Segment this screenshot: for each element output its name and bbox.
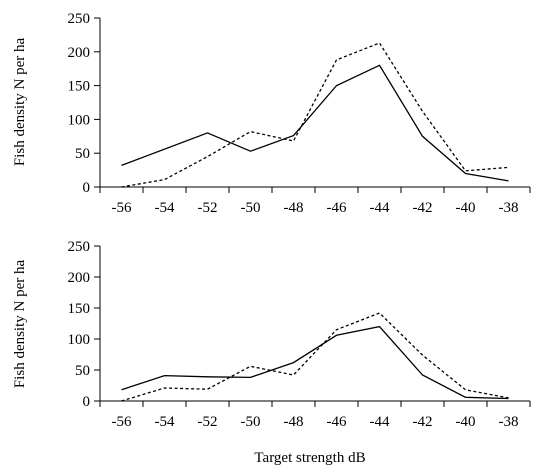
x-tick-label: -46 — [327, 414, 347, 430]
x-tick-label: -42 — [413, 414, 433, 430]
x-tick-label: -56 — [112, 414, 132, 430]
x-tick-label: -50 — [241, 200, 261, 216]
chart-panel-top: 0 50 100 150 200 250 -56 -54 -52 -50 -48 -46 -44 -42 -… — [12, 11, 531, 216]
x-axis-label: Target strength dB — [254, 450, 365, 466]
y-tick-label: 150 — [68, 79, 91, 95]
x-tick-label: -40 — [456, 414, 476, 430]
y-tick-label: 50 — [75, 146, 90, 162]
x-tick-label: -54 — [155, 414, 175, 430]
series-line-dashed — [121, 42, 509, 188]
y-axis-label: Fish density N per ha — [12, 38, 28, 167]
y-tick-label: 250 — [68, 11, 91, 27]
x-tick-label: -52 — [198, 200, 218, 216]
x-tick-label: -48 — [284, 414, 304, 430]
x-tick-label: -56 — [112, 200, 132, 216]
x-tick-label: -48 — [284, 200, 304, 216]
y-tick-label: 200 — [68, 45, 91, 61]
series-line-dashed — [121, 312, 509, 402]
y-tick-label: 0 — [83, 180, 91, 196]
x-tick-label: -44 — [370, 414, 390, 430]
y-tick-label: 250 — [68, 239, 91, 255]
y-tick-label: 50 — [75, 363, 90, 379]
y-tick-label: 100 — [68, 332, 91, 348]
x-tick-label: -54 — [155, 200, 175, 216]
x-tick-label: -42 — [413, 200, 433, 216]
x-tick-label: -50 — [241, 414, 261, 430]
x-tick-label: -40 — [456, 200, 476, 216]
x-tick-label: -38 — [499, 414, 519, 430]
x-tick-label: -52 — [198, 414, 218, 430]
series-line-solid — [121, 325, 509, 400]
series-line-solid — [121, 64, 509, 182]
y-tick-label: 150 — [68, 301, 91, 317]
chart-panel-bottom: 0 50 100 150 200 250 -56 -54 -52 -50 -48 -46 -44 -42 -… — [12, 239, 531, 466]
y-axis-label: Fish density N per ha — [12, 260, 28, 389]
x-tick-label: -44 — [370, 200, 390, 216]
x-tick-label: -38 — [499, 200, 519, 216]
y-tick-label: 100 — [68, 112, 91, 128]
y-tick-label: 200 — [68, 270, 91, 286]
y-tick-label: 0 — [83, 394, 91, 410]
x-tick-label: -46 — [327, 200, 347, 216]
